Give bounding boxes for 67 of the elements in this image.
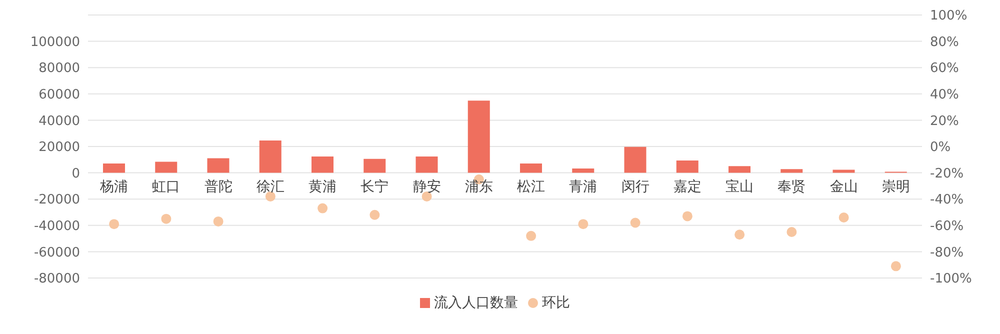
y-tick-label: 80000 <box>38 61 80 76</box>
y-tick-label: 20000 <box>38 140 80 156</box>
bar <box>832 170 855 173</box>
bar <box>468 100 490 173</box>
point <box>370 210 380 220</box>
bar <box>207 158 230 173</box>
y-tick-label: -80000 <box>34 272 80 287</box>
bar <box>520 163 542 173</box>
x-tick-label: 青浦 <box>569 178 598 195</box>
x-tick-label: 黄浦 <box>308 178 337 195</box>
y2-tick-label: -20% <box>930 166 964 182</box>
point <box>578 219 588 230</box>
y-tick-label: 60000 <box>38 88 80 103</box>
y-tick-label: 0 <box>72 166 80 182</box>
y2-tick-label: 20% <box>930 114 959 129</box>
x-tick-label: 宝山 <box>726 178 754 195</box>
legend-label: 流入人口数量 <box>434 295 518 311</box>
point <box>838 212 849 223</box>
point <box>109 219 120 230</box>
point <box>734 230 745 240</box>
y-tick-label: -40000 <box>34 219 80 234</box>
bar <box>572 168 594 173</box>
point <box>161 214 172 224</box>
x-tick-label: 崇明 <box>882 178 910 195</box>
y2-tick-label: -60% <box>930 219 964 234</box>
y2-tick-label: -100% <box>930 272 972 287</box>
bar <box>780 169 803 173</box>
x-tick-label: 闵行 <box>621 178 650 195</box>
x-tick-label: 徐汇 <box>256 178 284 195</box>
x-tick-label: 杨浦 <box>99 178 128 195</box>
x-tick-label: 虹口 <box>152 178 180 195</box>
x-tick-label: 普陀 <box>204 178 232 195</box>
bar <box>624 146 646 173</box>
bar <box>728 166 750 173</box>
point <box>890 261 901 272</box>
y-tick-label: -20000 <box>34 192 80 208</box>
point <box>318 203 328 214</box>
y2-tick-label: -40% <box>930 192 964 208</box>
x-tick-label: 金山 <box>830 178 858 195</box>
x-tick-label: 静安 <box>412 178 441 195</box>
y2-tick-label: 0% <box>930 140 951 156</box>
point <box>213 216 224 226</box>
x-tick-label: 浦东 <box>464 178 493 195</box>
bar <box>416 156 438 173</box>
bar <box>259 140 282 173</box>
y-tick-label: -60000 <box>34 245 80 260</box>
bar <box>155 162 178 173</box>
bar <box>312 156 334 173</box>
y2-tick-label: 100% <box>930 8 968 24</box>
y-tick-label: 40000 <box>38 114 80 129</box>
x-tick-label: 嘉定 <box>673 178 702 195</box>
y2-tick-label: 80% <box>930 34 959 50</box>
legend-label: 环比 <box>542 295 570 311</box>
y2-tick-label: 40% <box>930 88 959 103</box>
y-tick-label: 100000 <box>30 34 80 50</box>
x-tick-label: 松江 <box>517 178 546 195</box>
point <box>786 226 797 237</box>
point <box>682 211 692 222</box>
bar <box>364 158 386 173</box>
bar <box>676 160 698 173</box>
x-tick-label: 奉贤 <box>778 178 806 195</box>
y2-tick-label: 60% <box>930 61 959 76</box>
x-tick-label: 长宁 <box>360 178 389 195</box>
point <box>526 230 536 241</box>
bar <box>103 163 125 173</box>
point <box>630 218 640 228</box>
y2-tick-label: -80% <box>930 245 964 260</box>
